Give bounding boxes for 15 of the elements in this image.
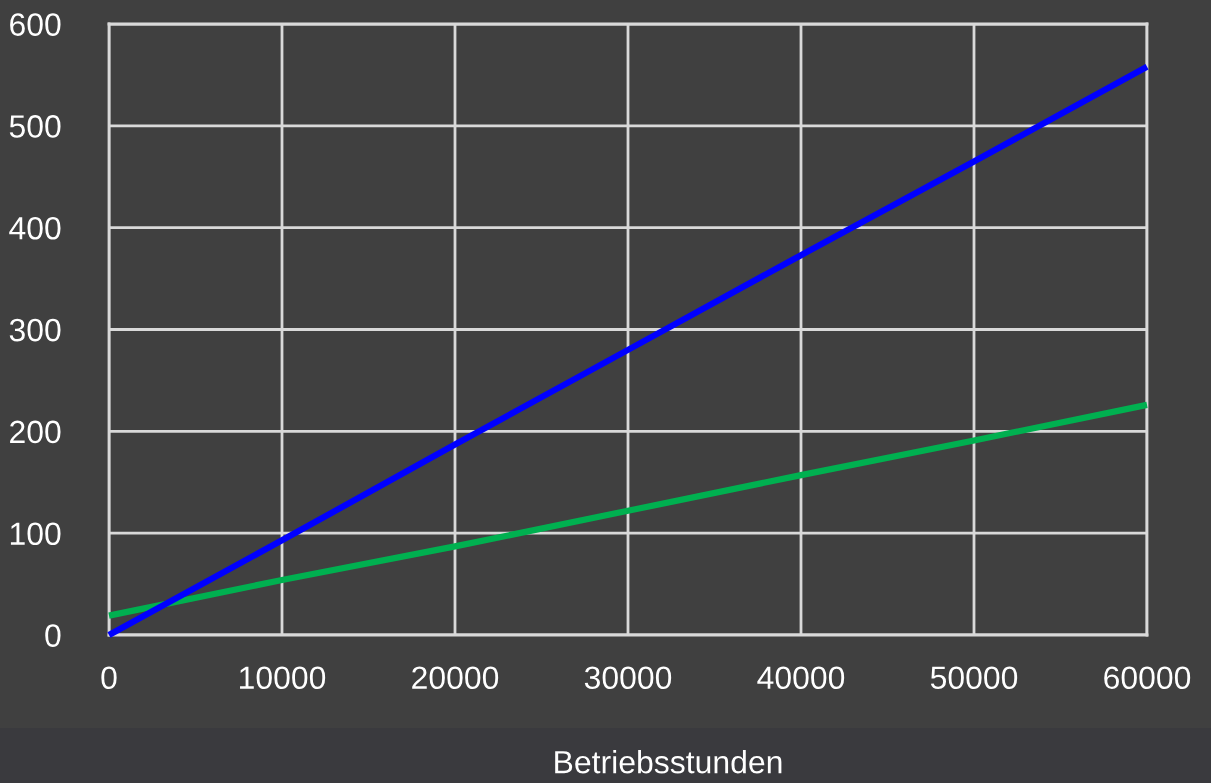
- x-tick-label: 30000: [584, 666, 672, 690]
- y-tick-label: 200: [10, 420, 61, 444]
- x-tick-label: 0: [101, 666, 117, 690]
- x-tick-label: 20000: [412, 666, 499, 690]
- y-tick-label: 100: [10, 522, 61, 546]
- y-tick-label: 600: [10, 13, 61, 36]
- y-tick-label: 0: [45, 624, 61, 647]
- x-tick-label: 60000: [1104, 666, 1191, 690]
- y-tick-label: 400: [9, 216, 61, 240]
- x-tick-label: 40000: [757, 666, 845, 690]
- x-tick-label: 10000: [240, 666, 326, 690]
- y-tick-label: 500: [9, 115, 61, 138]
- x-axis-title: Betriebsstunden: [555, 750, 782, 774]
- x-tick-label: 50000: [930, 666, 1018, 690]
- y-tick-label: 300: [9, 318, 61, 342]
